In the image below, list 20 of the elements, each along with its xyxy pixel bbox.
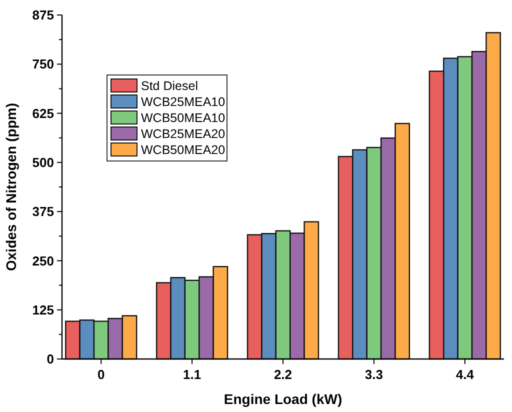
y-tick-label: 250 (32, 253, 54, 268)
x-tick-label: 0 (97, 367, 105, 382)
y-axis-title: Oxides of Nitrogen (ppm) (3, 103, 19, 271)
x-tick-label: 1.1 (183, 367, 202, 382)
y-tick-label: 375 (32, 204, 54, 220)
legend-label: WCB25MEA10 (141, 94, 226, 109)
legend-label: WCB50MEA10 (141, 110, 226, 125)
y-tick-label: 750 (32, 56, 54, 72)
legend-label: WCB50MEA20 (141, 142, 226, 157)
x-tick-label: 2.2 (274, 367, 292, 382)
y-tick-label: 625 (32, 106, 54, 121)
y-tick-label: 500 (32, 154, 54, 170)
legend-label: Std Diesel (141, 78, 198, 93)
y-tick-label: 875 (32, 8, 54, 23)
x-tick-label: 3.3 (364, 367, 383, 382)
y-tick-label: 0 (46, 352, 54, 367)
x-tick-label: 4.4 (456, 367, 475, 382)
x-axis-title: Engine Load (kW) (224, 391, 342, 407)
y-tick-label: 125 (32, 302, 54, 318)
legend-label: WCB25MEA20 (141, 126, 226, 141)
